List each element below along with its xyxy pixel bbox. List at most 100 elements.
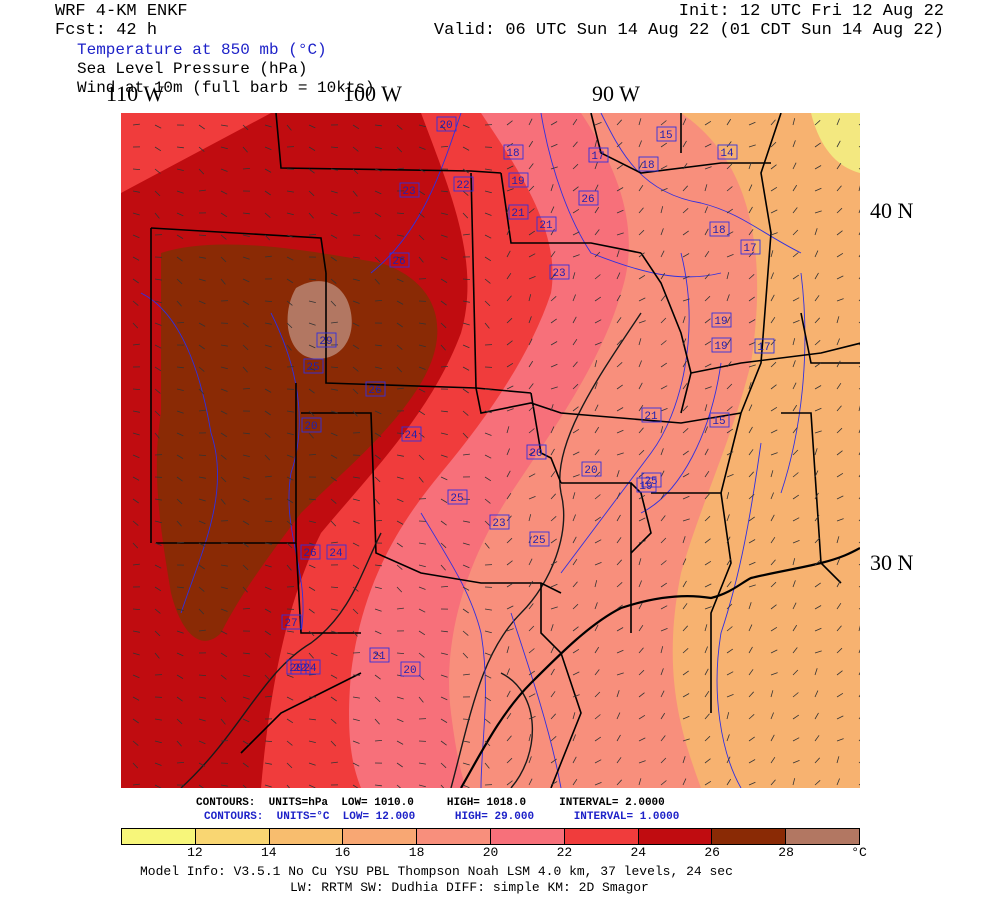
wind-barb bbox=[198, 696, 206, 699]
wind-barb bbox=[792, 427, 798, 434]
contour-label-box bbox=[740, 239, 761, 255]
wind-barb bbox=[572, 141, 578, 148]
wind-barb bbox=[660, 120, 667, 126]
wind-barb bbox=[792, 360, 796, 368]
wind-barb bbox=[440, 432, 448, 435]
wind-barb bbox=[154, 762, 162, 766]
wind-barb bbox=[748, 624, 753, 632]
wind-barb bbox=[638, 320, 646, 324]
wind-barb bbox=[836, 558, 840, 566]
wind-barb bbox=[836, 536, 840, 544]
colorbar-swatch bbox=[564, 829, 639, 844]
wind-barb bbox=[396, 344, 403, 350]
wind-barb bbox=[550, 471, 556, 478]
wind-barb bbox=[660, 492, 666, 500]
wind-barb bbox=[682, 360, 687, 368]
wind-barb bbox=[396, 167, 404, 170]
wind-barb bbox=[814, 668, 818, 676]
colorbar-tick-label: 20 bbox=[482, 845, 499, 860]
wind-barb bbox=[374, 630, 382, 635]
wind-barb bbox=[682, 518, 690, 522]
wind-barb bbox=[506, 690, 511, 698]
contour-label-box bbox=[754, 338, 775, 354]
colorbar-swatch bbox=[195, 829, 270, 844]
contour-label: 18 bbox=[506, 148, 519, 160]
wind-barb bbox=[352, 630, 358, 637]
wind-barb bbox=[660, 272, 666, 280]
wind-barb bbox=[198, 629, 206, 632]
wind-barb bbox=[792, 252, 799, 258]
wind-barb bbox=[704, 690, 710, 698]
wind-barb bbox=[748, 669, 754, 676]
wind-barb bbox=[396, 212, 405, 214]
wind-barb bbox=[506, 408, 514, 412]
wind-barb bbox=[550, 624, 554, 632]
wind-barb bbox=[264, 124, 272, 128]
wind-barb bbox=[264, 564, 272, 568]
wind-barb bbox=[638, 737, 646, 742]
wind-barb bbox=[660, 582, 668, 588]
wind-barb bbox=[352, 388, 359, 395]
wind-barb bbox=[594, 562, 602, 566]
wind-barb bbox=[286, 454, 294, 458]
wind-barb bbox=[682, 693, 690, 698]
wind-barb bbox=[550, 143, 558, 148]
contour-label: 29 bbox=[319, 336, 332, 348]
wind-barb bbox=[198, 234, 207, 236]
wind-barb bbox=[374, 498, 380, 505]
wind-barb bbox=[462, 608, 469, 614]
wind-barb bbox=[770, 429, 778, 434]
wind-barb bbox=[682, 208, 689, 214]
wind-barb bbox=[462, 762, 470, 766]
wind-barb bbox=[308, 190, 315, 197]
wind-barb bbox=[154, 608, 161, 614]
wind-barb bbox=[528, 163, 534, 170]
contour-label-box bbox=[447, 489, 468, 505]
wind-barb bbox=[594, 624, 599, 632]
wind-barb bbox=[440, 256, 448, 261]
contour-label: 19 bbox=[714, 341, 727, 353]
wind-barb bbox=[836, 185, 842, 192]
contour-label: 26 bbox=[581, 194, 594, 206]
wind-barb bbox=[484, 740, 491, 747]
wind-barb bbox=[660, 515, 666, 522]
wind-barb bbox=[572, 514, 576, 522]
wind-barb bbox=[726, 338, 732, 346]
wind-barb bbox=[550, 426, 555, 434]
wind-barb bbox=[198, 564, 205, 570]
wind-barb bbox=[528, 360, 534, 368]
slp-high: HIGH= 1018.0 bbox=[446, 797, 527, 809]
wind-barb bbox=[572, 756, 577, 764]
wind-barb bbox=[154, 564, 162, 569]
wind-barb bbox=[176, 388, 184, 391]
wind-barb bbox=[836, 427, 843, 434]
wind-barb bbox=[616, 734, 621, 742]
wind-barb bbox=[132, 388, 141, 390]
wind-barb bbox=[132, 762, 139, 769]
wind-barb bbox=[242, 652, 250, 655]
wind-barb bbox=[616, 209, 624, 214]
wind-barb bbox=[616, 537, 622, 544]
wind-barb bbox=[220, 190, 228, 195]
wind-barb bbox=[792, 297, 800, 302]
wind-barb bbox=[286, 410, 294, 413]
wind-barb bbox=[770, 712, 774, 720]
wind-barb bbox=[506, 735, 512, 742]
wind-barb bbox=[594, 449, 600, 456]
wind-barb bbox=[528, 450, 536, 456]
wind-barb bbox=[286, 256, 294, 261]
wind-barb bbox=[352, 256, 360, 259]
wind-barb bbox=[154, 586, 162, 592]
wind-barb bbox=[836, 338, 840, 346]
contour-label: 23 bbox=[552, 268, 565, 280]
wind-barb bbox=[220, 366, 228, 370]
wind-barb bbox=[242, 696, 250, 700]
wind-barb bbox=[682, 118, 687, 126]
wind-barb bbox=[396, 740, 404, 745]
wind-barb bbox=[858, 783, 860, 786]
wind-barb bbox=[528, 734, 532, 742]
wind-barb bbox=[440, 234, 448, 238]
wind-barb bbox=[352, 366, 359, 372]
wind-barb bbox=[132, 454, 140, 459]
wind-barb bbox=[836, 602, 842, 610]
